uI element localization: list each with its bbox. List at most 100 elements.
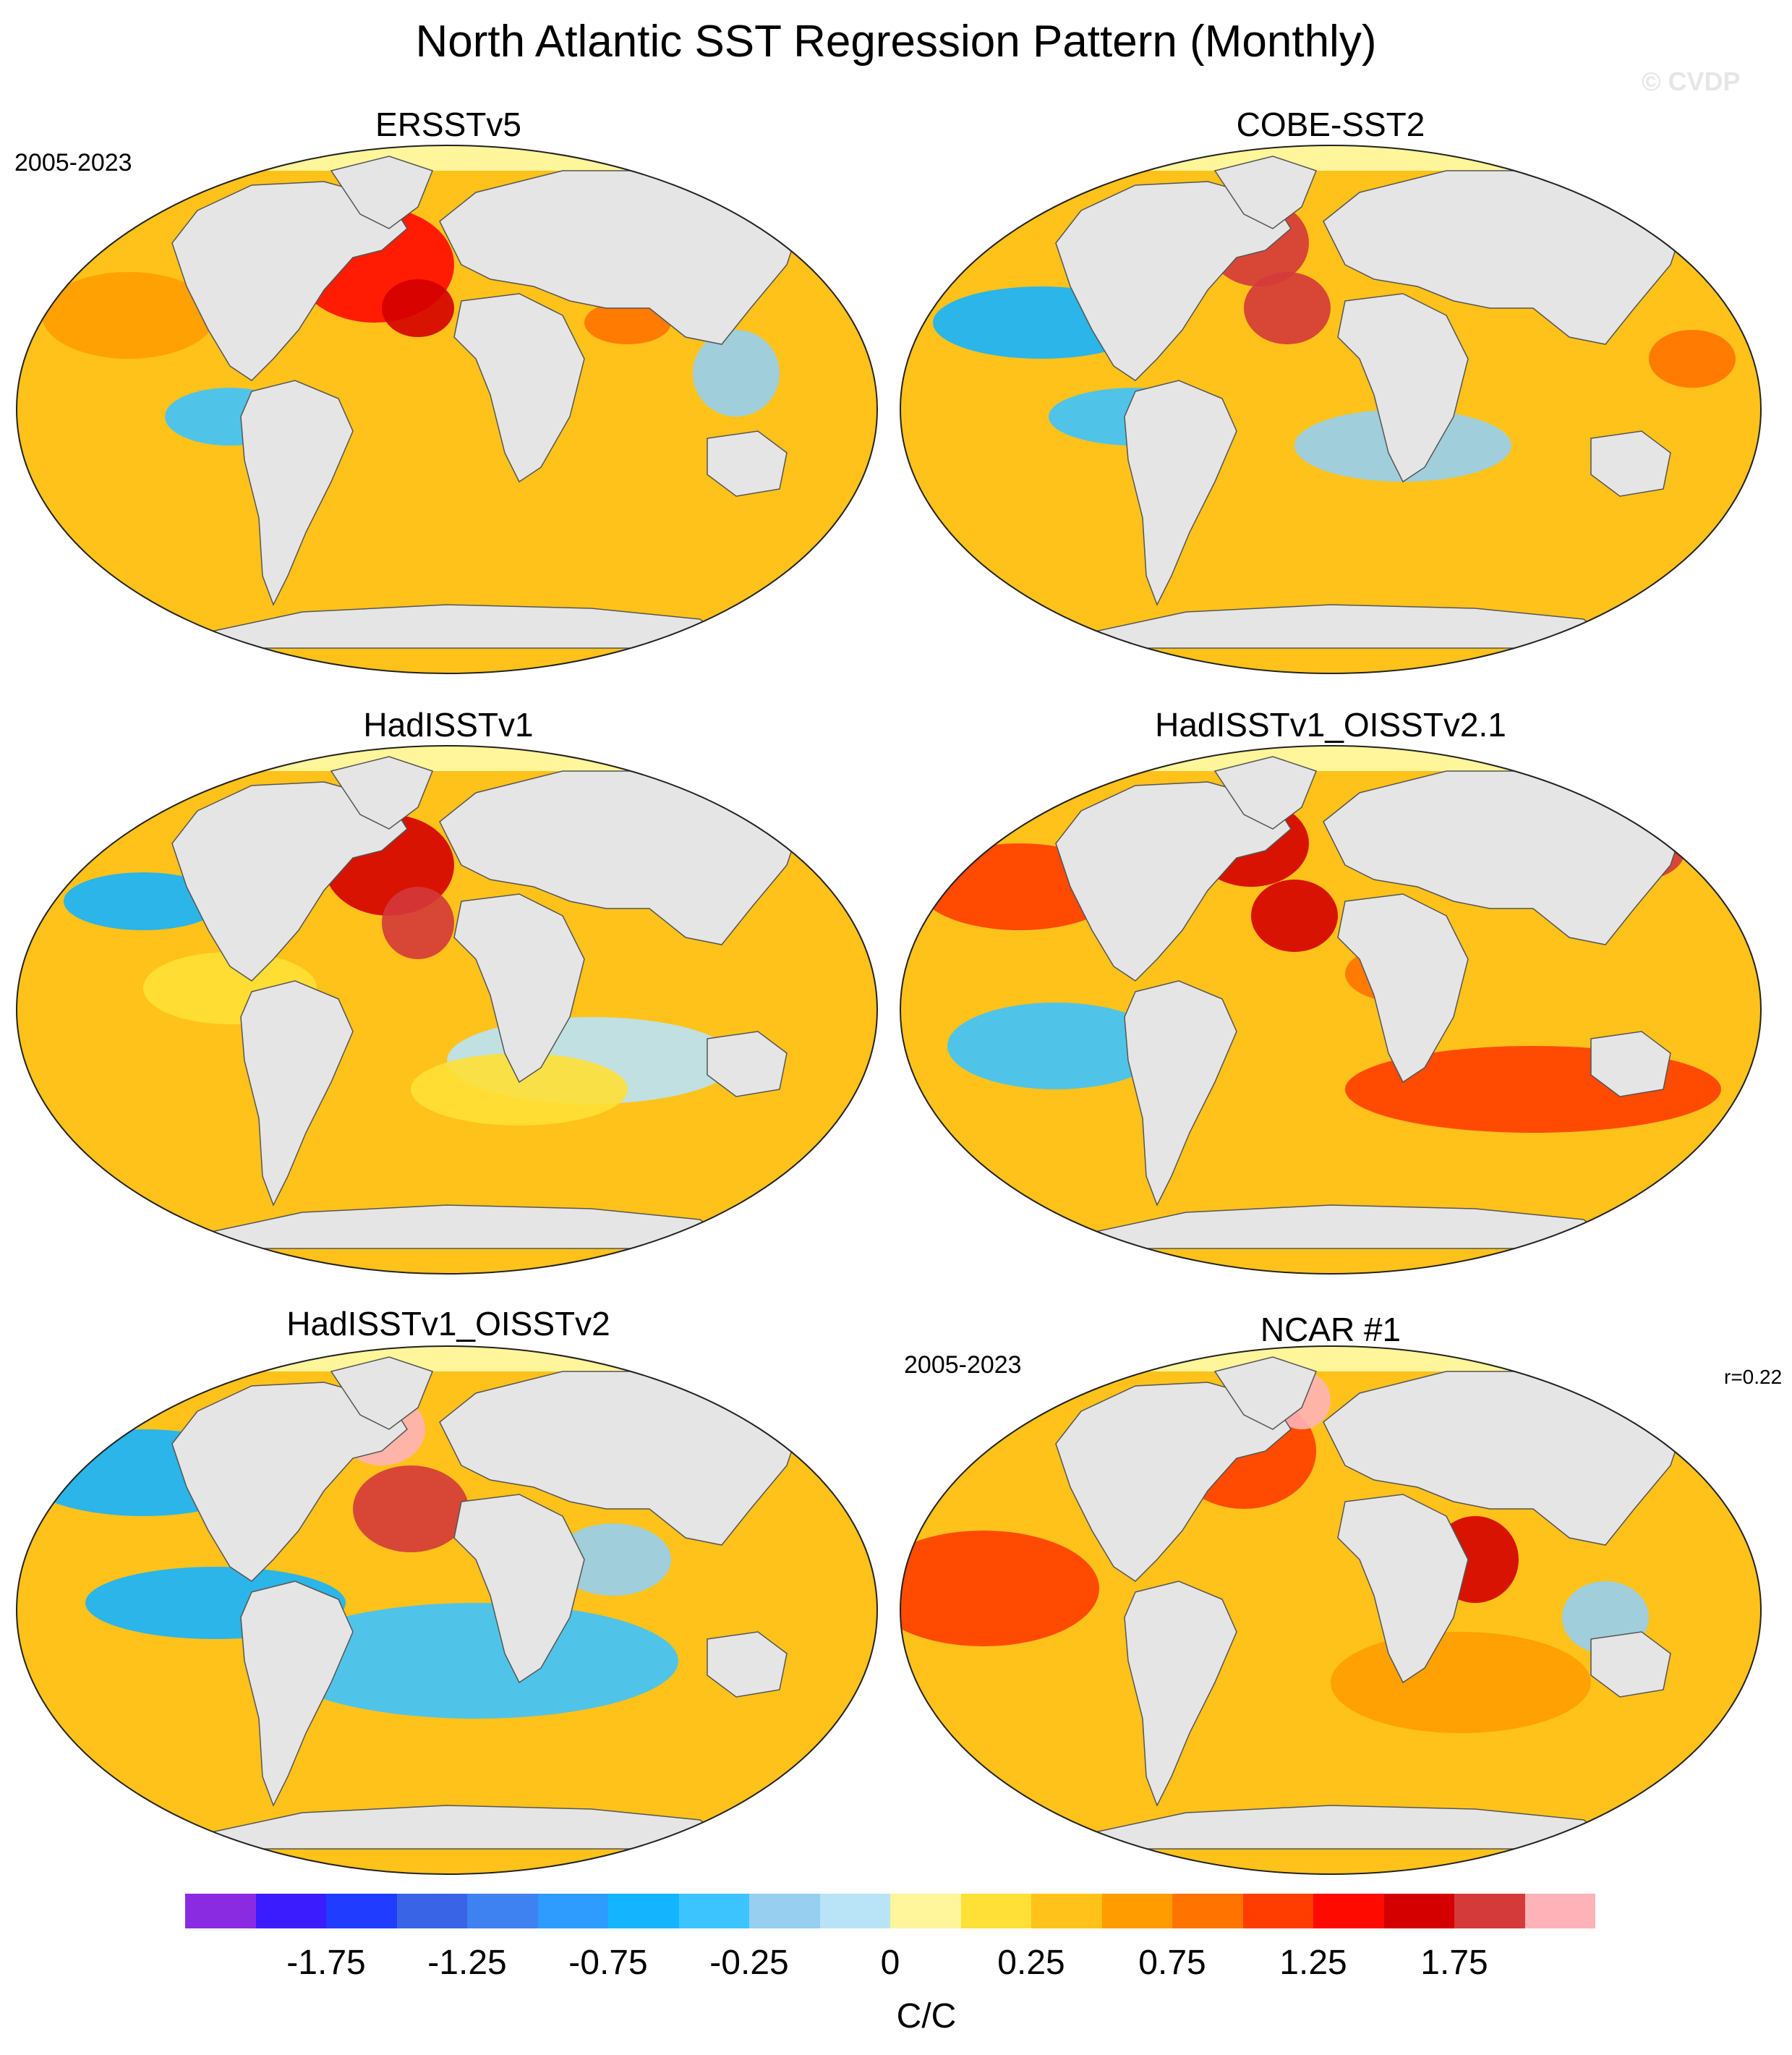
colorbar-tick-label: -1.75 bbox=[286, 1944, 366, 1982]
landmass bbox=[240, 1580, 354, 1807]
colorbar-swatch bbox=[1172, 1894, 1243, 1928]
colorbar-swatch bbox=[255, 1894, 326, 1928]
anomaly-region bbox=[42, 272, 216, 359]
anomaly-region bbox=[382, 279, 454, 337]
colorbar-tick-label: 1.75 bbox=[1420, 1944, 1488, 1982]
map-border bbox=[900, 745, 1762, 1275]
anomaly-region bbox=[555, 1523, 671, 1596]
colorbar-tick-label: 1.25 bbox=[1279, 1944, 1347, 1982]
colorbar bbox=[185, 1894, 1595, 1928]
colorbar-swatch bbox=[1454, 1894, 1525, 1928]
landmass bbox=[1055, 1204, 1622, 1249]
panel-title-2: COBE-SST2 bbox=[1236, 106, 1425, 143]
landmass bbox=[1213, 1356, 1317, 1430]
panel-title-6: NCAR #1 bbox=[1260, 1311, 1401, 1348]
landmass bbox=[171, 1204, 738, 1249]
landmass bbox=[1213, 756, 1317, 830]
figure-title: North Atlantic SST Regression Pattern (M… bbox=[415, 17, 1377, 67]
map-panel-hadisstv1 bbox=[13, 742, 881, 1277]
colorbar-swatch bbox=[1524, 1894, 1595, 1928]
anomaly-region bbox=[1649, 330, 1736, 388]
colorbar-swatch bbox=[185, 1894, 256, 1928]
anomaly-region bbox=[411, 1053, 628, 1126]
panel-title-3: HadISSTv1 bbox=[363, 706, 534, 744]
map-border bbox=[16, 1345, 878, 1875]
landmass bbox=[453, 1494, 585, 1684]
colorbar-tick-label: 0.75 bbox=[1138, 1944, 1206, 1982]
colorbar-tick-label: 0 bbox=[880, 1944, 900, 1982]
anomaly-region bbox=[353, 1465, 469, 1552]
landmass bbox=[1055, 1805, 1622, 1850]
landmass bbox=[1124, 980, 1237, 1207]
colorbar-swatch bbox=[608, 1894, 679, 1928]
landmass bbox=[330, 756, 433, 830]
landmass bbox=[1337, 293, 1469, 483]
map-panel-ncar-1 bbox=[897, 1343, 1765, 1878]
map-border bbox=[16, 745, 878, 1275]
landmass bbox=[1590, 1631, 1671, 1698]
landmass bbox=[1213, 156, 1317, 229]
map-panel-hadisstv1-oisstv2-1 bbox=[897, 742, 1765, 1277]
anomaly-region bbox=[947, 1003, 1164, 1089]
anomaly-region bbox=[584, 301, 671, 344]
colorbar-swatch bbox=[1031, 1894, 1102, 1928]
anomaly-region bbox=[1331, 1632, 1591, 1733]
colorbar-swatch bbox=[678, 1894, 749, 1928]
anomaly-region bbox=[64, 872, 223, 930]
period-label-6: 2005-2023 bbox=[904, 1351, 1022, 1379]
colorbar-swatch bbox=[467, 1894, 538, 1928]
landmass bbox=[330, 156, 433, 229]
colorbar-tick-label: -0.75 bbox=[568, 1944, 648, 1982]
colorbar-swatch bbox=[537, 1894, 608, 1928]
anomaly-region bbox=[693, 330, 780, 417]
map-border bbox=[900, 1345, 1762, 1875]
landmass bbox=[707, 1031, 788, 1097]
map-border bbox=[16, 145, 878, 674]
landmass bbox=[1337, 1494, 1469, 1684]
landmass bbox=[1055, 604, 1622, 649]
anomaly-region bbox=[382, 887, 454, 959]
landmass bbox=[707, 430, 788, 497]
colorbar-units: C/C bbox=[896, 1997, 957, 2035]
colorbar-swatch bbox=[1101, 1894, 1172, 1928]
panel-title-1: ERSSTv5 bbox=[375, 106, 521, 143]
landmass bbox=[707, 1631, 788, 1698]
landmass bbox=[1124, 380, 1237, 606]
landmass bbox=[1124, 1580, 1237, 1807]
watermark: © CVDP bbox=[1642, 67, 1741, 96]
panel-title-4: HadISSTv1_OISSTv2.1 bbox=[1155, 706, 1506, 744]
landmass bbox=[1337, 893, 1469, 1084]
map-panel-cobe-sst2 bbox=[897, 142, 1765, 677]
landmass bbox=[453, 893, 585, 1084]
map-panel-hadisstv1-oisstv2 bbox=[13, 1343, 881, 1878]
colorbar-tick-label: 0.25 bbox=[997, 1944, 1065, 1982]
landmass bbox=[453, 293, 585, 483]
landmass bbox=[240, 380, 354, 606]
colorbar-swatch bbox=[960, 1894, 1031, 1928]
colorbar-swatch bbox=[326, 1894, 397, 1928]
map-panel-ersstv5 bbox=[13, 142, 881, 677]
colorbar-tick-label: -1.25 bbox=[427, 1944, 507, 1982]
pattern-correlation-6: r=0.22 bbox=[1724, 1366, 1783, 1388]
landmass bbox=[330, 1356, 433, 1430]
colorbar-swatch bbox=[1313, 1894, 1384, 1928]
colorbar-tick-label: -0.25 bbox=[709, 1944, 789, 1982]
landmass bbox=[1590, 430, 1671, 497]
colorbar-swatch bbox=[749, 1894, 820, 1928]
panel-title-5: HadISSTv1_OISSTv2 bbox=[286, 1305, 610, 1343]
period-label-1: 2005-2023 bbox=[14, 149, 132, 176]
colorbar-swatch bbox=[890, 1894, 961, 1928]
colorbar-swatch bbox=[1383, 1894, 1454, 1928]
colorbar-swatch bbox=[819, 1894, 890, 1928]
colorbar-swatch bbox=[1242, 1894, 1313, 1928]
landmass bbox=[171, 1805, 738, 1850]
anomaly-region bbox=[900, 1531, 1099, 1646]
landmass bbox=[1590, 1031, 1671, 1097]
colorbar-swatch bbox=[396, 1894, 467, 1928]
anomaly-region bbox=[1251, 880, 1338, 952]
anomaly-region bbox=[1244, 272, 1331, 344]
map-border bbox=[900, 145, 1762, 674]
landmass bbox=[171, 604, 738, 649]
landmass bbox=[240, 980, 354, 1207]
anomaly-region bbox=[273, 1603, 678, 1719]
